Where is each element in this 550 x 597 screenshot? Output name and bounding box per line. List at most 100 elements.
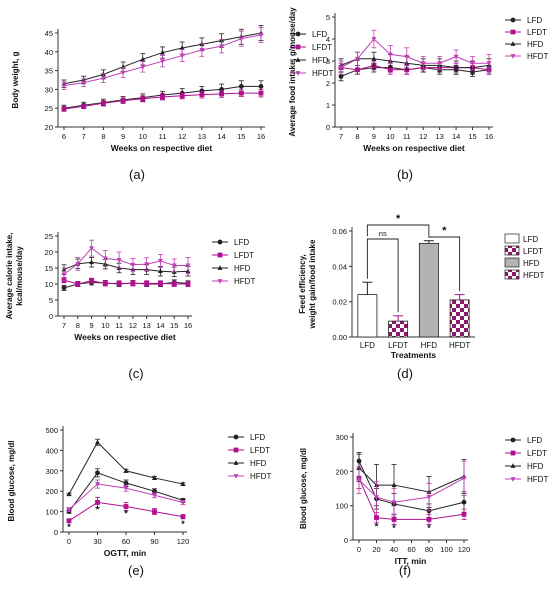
legend-label: LFD [527, 436, 542, 445]
x-tick-label: 15 [170, 321, 178, 330]
y-tick-label: 100 [45, 508, 58, 517]
legend-label: LFD [312, 30, 327, 39]
data-point [171, 281, 177, 287]
y-tick-label: 0.02 [332, 298, 347, 307]
legend-marker [510, 463, 516, 468]
legend-label: HFDT [527, 475, 548, 484]
data-point [387, 67, 393, 73]
series-hfdt [338, 29, 492, 75]
y-axis-label: Average food intake, g/mouse/day [288, 7, 297, 137]
series-line [340, 58, 490, 69]
panel-label: (c) [128, 366, 143, 381]
x-tick-label: HFD [421, 341, 438, 350]
x-tick-label: 40 [390, 545, 398, 554]
series-lfdt [356, 467, 467, 525]
y-tick-label: 200 [335, 467, 348, 476]
y-tick-label: 100 [335, 502, 348, 511]
legend-marker [295, 44, 301, 50]
data-point [158, 268, 163, 274]
data-point [179, 93, 185, 99]
data-point [185, 263, 191, 269]
x-tick-label: 7 [339, 132, 343, 141]
legend-marker [217, 239, 223, 245]
data-point [374, 495, 379, 500]
series-lfd [356, 452, 467, 519]
y-tick-label: 45 [45, 29, 53, 38]
y-tick-label: 0 [344, 536, 348, 545]
data-point [152, 488, 157, 494]
legend-label: HFDT [234, 277, 255, 286]
y-tick-label: 4 [326, 35, 330, 44]
data-point [391, 517, 397, 522]
legend-label: HFD [234, 264, 251, 273]
x-tick-label: 8 [76, 321, 80, 330]
x-tick-label: 60 [122, 537, 130, 546]
series-hfdt [61, 239, 191, 282]
data-point [371, 55, 377, 61]
legend-marker [510, 450, 516, 456]
legend-marker [295, 31, 301, 37]
data-point [180, 481, 186, 486]
data-point [179, 53, 185, 59]
y-tick-label: 0.06 [332, 227, 347, 236]
x-axis-label: Weeks on respective diet [111, 143, 213, 153]
x-tick-label: 11 [159, 132, 167, 141]
data-point [123, 486, 129, 492]
data-point [89, 278, 94, 284]
significance-label: ns [379, 229, 387, 238]
legend-marker [217, 279, 223, 284]
data-point [258, 90, 264, 96]
y-tick-label: 3 [326, 57, 330, 66]
x-tick-label: 10 [101, 321, 109, 330]
y-tick-label: 35 [45, 67, 53, 76]
series-lfd [338, 62, 492, 82]
data-point [219, 44, 224, 50]
data-point [95, 470, 100, 476]
data-point [391, 482, 397, 487]
data-point [144, 262, 150, 268]
data-point [120, 98, 126, 104]
data-point [470, 61, 475, 67]
data-point [140, 96, 146, 102]
x-tick-label: 100 [440, 545, 453, 554]
panel-label: (e) [128, 563, 144, 578]
y-axis-label: Blood glucose, mg/dl [7, 441, 16, 522]
data-point [102, 256, 108, 262]
panel-label: (a) [129, 167, 145, 182]
legend-label: HFD [523, 259, 540, 268]
data-point [180, 500, 186, 506]
data-point [61, 272, 67, 278]
data-point [387, 52, 393, 58]
data-point [123, 504, 129, 509]
significance-label: * [442, 225, 447, 237]
significance-bracket [428, 236, 461, 292]
data-point [185, 281, 191, 287]
data-point [356, 478, 362, 483]
data-point [158, 259, 163, 264]
data-point [102, 280, 108, 286]
x-tick-label: 8 [355, 132, 359, 141]
x-axis-label: Weeks on respective diet [74, 332, 176, 342]
legend-marker [295, 57, 301, 62]
legend-marker [510, 17, 516, 23]
legend-label: LFDT [250, 446, 270, 455]
data-point [95, 439, 100, 445]
legend-marker [233, 434, 239, 440]
legend-swatch [504, 245, 520, 256]
significance-label: * [396, 213, 401, 225]
significance-label: * [375, 521, 379, 531]
legend-label: HFD [312, 56, 329, 65]
y-axis-label: Body weight, g [11, 51, 20, 108]
panel-label: (d) [397, 366, 413, 381]
legend-label: LFD [523, 235, 538, 244]
y-tick-label: 10 [45, 280, 53, 289]
x-tick-label: 16 [257, 132, 265, 141]
x-tick-label: 9 [372, 132, 376, 141]
data-point [355, 67, 360, 73]
data-point [89, 259, 94, 265]
data-point [171, 263, 177, 269]
y-axis-label: Blood glucose, mg/dl [299, 448, 308, 529]
legend-marker [510, 29, 516, 35]
